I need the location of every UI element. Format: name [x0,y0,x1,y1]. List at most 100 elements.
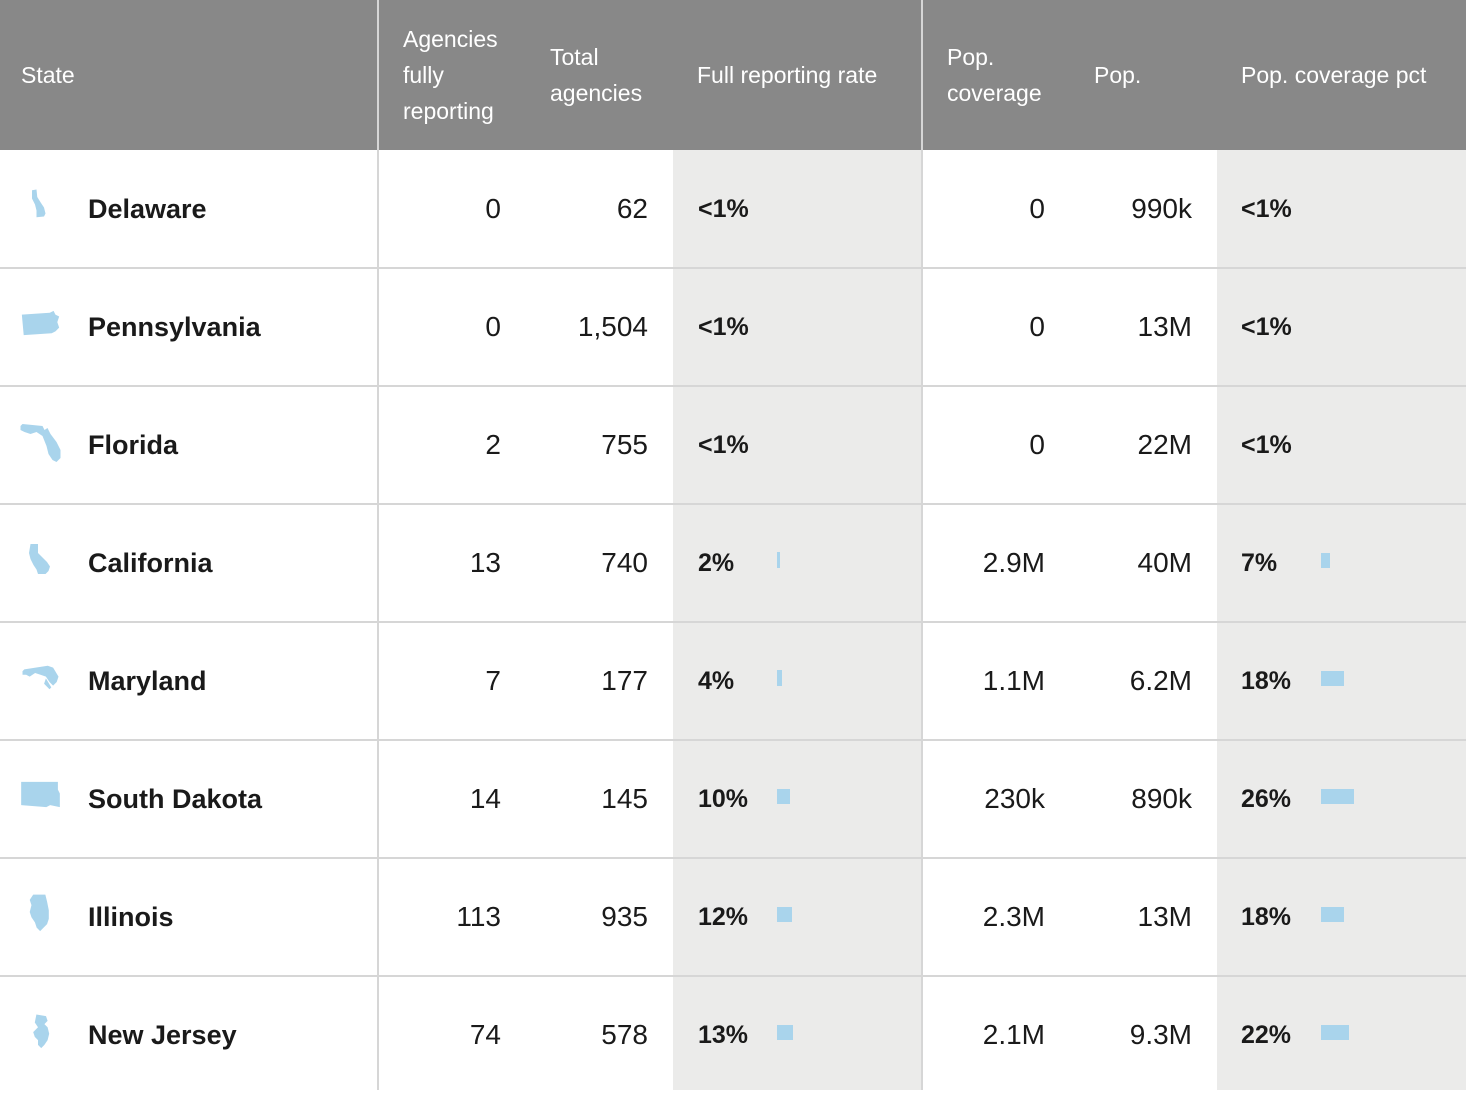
pop-value: 40M [1137,547,1192,578]
full-reporting-rate-bar [777,670,782,686]
agencies-fully-reporting-value: 7 [485,665,501,696]
total-agencies-value: 755 [601,429,648,460]
pennsylvania-icon [21,310,60,336]
agencies-fully-reporting-value: 2 [485,429,501,460]
total-agencies-value: 578 [601,1019,648,1050]
row-divider [0,739,1466,741]
total-agencies-value: 1,504 [577,311,648,342]
table-header [0,0,1466,150]
pop-value: 990k [1131,193,1192,224]
pop-coverage-value: 2.1M [982,1019,1045,1050]
pop-value: 890k [1131,783,1192,814]
header-pop[interactable]: Pop. [1094,62,1142,88]
pop-coverage-pct-bar [1321,906,1344,922]
pop-coverage-value: 1.1M [982,665,1045,696]
row-divider [0,975,1466,977]
illinois-icon [29,894,49,932]
row-divider [0,857,1466,859]
table-row[interactable]: Delaware 0 62 <1% 0 990k <1% [0,150,1466,268]
total-agencies-value: 740 [601,547,648,578]
pop-coverage-pct-bar [1321,1024,1349,1040]
state-name: Florida [88,429,179,460]
south-dakota-icon [21,781,60,808]
state-name: Delaware [88,193,207,224]
full-reporting-rate-label: 10% [698,784,749,813]
full-reporting-rate-bar [777,906,792,922]
pop-coverage-pct-label: <1% [1241,194,1292,223]
pop-value: 22M [1137,429,1192,460]
new-jersey-icon [33,1014,50,1049]
column-divider [921,0,923,1090]
header-pop-coverage[interactable]: Pop. coverage [947,44,1042,106]
pop-coverage-pct-label: 7% [1241,548,1278,577]
row-divider [0,267,1466,269]
full-reporting-rate-bar [777,552,780,568]
state-name: Pennsylvania [88,311,261,342]
full-reporting-rate-label: 4% [698,666,735,695]
pop-coverage-pct-bar [1321,670,1344,686]
pop-coverage-pct-label: 18% [1241,902,1292,931]
pop-coverage-pct-label: 22% [1241,1020,1292,1049]
full-reporting-rate-label: <1% [698,194,749,223]
header-state[interactable]: State [21,62,75,88]
state-name: South Dakota [88,783,263,814]
header-pop-coverage-pct[interactable]: Pop. coverage pct [1241,62,1427,88]
table-row[interactable]: Pennsylvania 0 1,504 <1% 0 13M <1% [0,268,1466,386]
pop-coverage-value: 0 [1029,311,1045,342]
row-divider [0,503,1466,505]
pop-coverage-value: 0 [1029,429,1045,460]
agencies-fully-reporting-value: 113 [456,901,501,932]
agencies-fully-reporting-value: 74 [469,1019,501,1050]
table-row[interactable]: California 13 740 2% 2.9M 40M 7% [0,504,1466,622]
delaware-icon [32,189,46,218]
full-reporting-rate-label: <1% [698,430,749,459]
header-full-reporting-rate[interactable]: Full reporting rate [697,62,878,88]
full-reporting-rate-label: 2% [698,548,735,577]
table-row[interactable]: South Dakota 14 145 10% 230k 890k 26% [0,740,1466,858]
pop-coverage-value: 2.3M [982,901,1045,932]
pop-value: 13M [1137,901,1192,932]
total-agencies-value: 935 [601,901,648,932]
pop-coverage-pct-label: 26% [1241,784,1292,813]
total-agencies-value: 145 [601,783,648,814]
florida-icon [20,424,61,462]
agencies-fully-reporting-value: 0 [485,311,501,342]
agencies-fully-reporting-value: 0 [485,193,501,224]
agencies-fully-reporting-value: 14 [469,783,501,814]
table-row[interactable]: Maryland 7 177 4% 1.1M 6.2M 18% [0,622,1466,740]
pop-coverage-value: 230k [984,783,1045,814]
header-total-agencies[interactable]: Total agencies [550,44,643,106]
table-row[interactable]: Illinois 113 935 12% 2.3M 13M 18% [0,858,1466,976]
pop-coverage-pct-label: <1% [1241,430,1292,459]
total-agencies-value: 62 [616,193,648,224]
state-name: Maryland [88,665,207,696]
california-icon [29,544,50,574]
full-reporting-rate-label: <1% [698,312,749,341]
row-divider [0,385,1466,387]
table-row[interactable]: New Jersey 74 578 13% 2.1M 9.3M 22% [0,976,1466,1094]
pop-coverage-value: 0 [1029,193,1045,224]
full-reporting-rate-bar [777,1024,793,1040]
pop-value: 6.2M [1129,665,1192,696]
state-name: Illinois [88,901,174,932]
pop-coverage-pct-column-bg [1217,150,1466,1090]
table-row[interactable]: Florida 2 755 <1% 0 22M <1% [0,386,1466,504]
pop-coverage-pct-label: 18% [1241,666,1292,695]
full-reporting-rate-label: 12% [698,902,749,931]
full-reporting-rate-label: 13% [698,1020,749,1049]
pop-coverage-pct-bar [1321,552,1330,568]
column-divider [377,0,379,1090]
pop-coverage-pct-bar [1321,788,1354,804]
header-agencies-fully-reporting[interactable]: Agencies fully reporting [403,26,498,124]
pop-value: 13M [1137,311,1192,342]
agencies-fully-reporting-value: 13 [469,547,501,578]
pop-value: 9.3M [1129,1019,1192,1050]
full-reporting-rate-column-bg [673,150,921,1090]
pop-coverage-value: 2.9M [982,547,1045,578]
maryland-icon [22,665,59,690]
total-agencies-value: 177 [601,665,648,696]
pop-coverage-pct-label: <1% [1241,312,1292,341]
full-reporting-rate-bar [777,788,790,804]
state-name: New Jersey [88,1019,237,1050]
